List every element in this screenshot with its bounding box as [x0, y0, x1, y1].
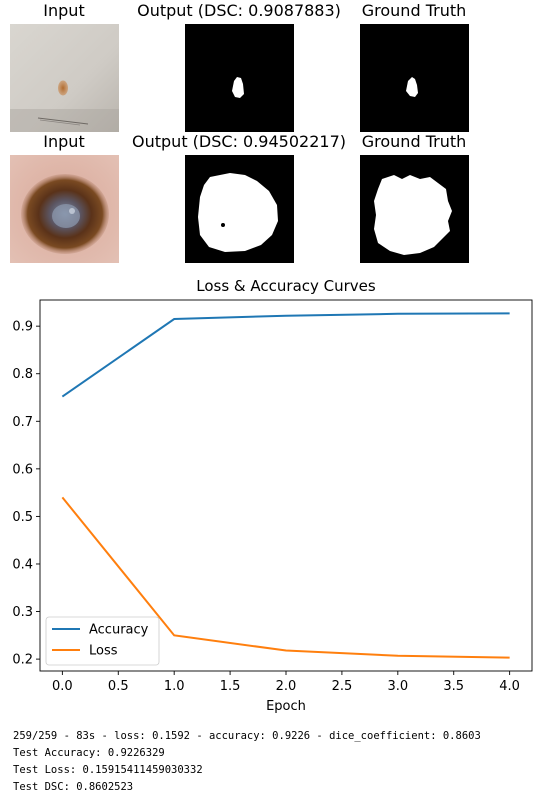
log-line-2: Test Accuracy: 0.9226329: [13, 747, 165, 759]
x-tick-label: 3.0: [387, 679, 408, 694]
log-line-4: Test DSC: 0.8602523: [13, 781, 134, 793]
x-tick-label: 0.5: [108, 679, 129, 694]
y-tick-label: 0.5: [12, 510, 33, 525]
x-tick-label: 2.0: [276, 679, 297, 694]
y-tick-label: 0.8: [12, 367, 33, 382]
series-line-accuracy: [61, 312, 510, 398]
y-tick-label: 0.3: [12, 605, 33, 620]
x-tick-label: 2.5: [332, 679, 353, 694]
loss-accuracy-chart: Loss & Accuracy Curves 0.2 0.3 0.4 0.5 0.6 0.…: [0, 270, 553, 720]
log-line-1: 259/259 - 83s - loss: 0.1592 - accuracy:…: [13, 730, 481, 742]
x-axis-label: Epoch: [266, 699, 306, 714]
x-tick-label: 4.0: [499, 679, 520, 694]
series-line-loss: [61, 496, 510, 659]
training-log: 259/259 - 83s - loss: 0.1592 - accuracy:…: [13, 728, 481, 796]
x-tick-label: 1.0: [164, 679, 185, 694]
chart-title: Loss & Accuracy Curves: [196, 277, 376, 295]
output-mask-2: [185, 155, 294, 263]
y-axis: 0.2 0.3 0.4 0.5 0.6 0.7 0.8 0.9: [12, 320, 40, 668]
output-title-1: Output (DSC: 0.9087883): [137, 1, 341, 20]
y-tick-label: 0.2: [12, 653, 33, 668]
output-title-2: Output (DSC: 0.94502217): [132, 132, 346, 151]
log-line-3: Test Loss: 0.15915411459030332: [13, 764, 203, 776]
y-tick-label: 0.7: [12, 415, 33, 430]
y-tick-label: 0.9: [12, 320, 33, 335]
series-lines: [61, 312, 510, 659]
ground-truth-mask-2: [360, 155, 469, 263]
x-tick-label: 0.0: [52, 679, 73, 694]
x-axis: 0.0 0.5 1.0 1.5 2.0 2.5 3.0 3.5 4.0: [52, 671, 520, 694]
ground-truth-title-2: Ground Truth: [361, 132, 467, 151]
input-title-1: Input: [43, 1, 85, 20]
x-tick-label: 1.5: [220, 679, 241, 694]
chart-svg: Loss & Accuracy Curves 0.20.30.40.50.60.…: [12, 277, 533, 714]
ground-truth-title-1: Ground Truth: [361, 1, 467, 20]
input-image-1: [10, 24, 119, 132]
ground-truth-mask-1: [360, 24, 469, 132]
legend-label-accuracy: Accuracy: [89, 623, 149, 638]
output-mask-1: [185, 24, 294, 132]
input-image-2: [10, 155, 119, 263]
legend-label-loss: Loss: [89, 644, 118, 659]
y-tick-label: 0.4: [12, 557, 33, 572]
plot-frame: [39, 299, 533, 672]
y-tick-label: 0.6: [12, 462, 33, 477]
input-title-2: Input: [43, 132, 85, 151]
legend: Accuracy Loss: [45, 616, 160, 666]
x-tick-label: 3.5: [443, 679, 464, 694]
